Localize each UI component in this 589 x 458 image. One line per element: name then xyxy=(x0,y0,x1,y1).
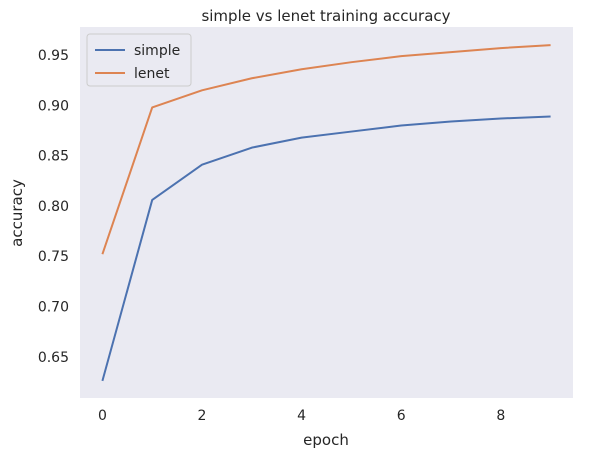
y-axis-label: accuracy xyxy=(8,179,26,247)
x-tick-label: 6 xyxy=(397,408,406,424)
x-axis-label: epoch xyxy=(303,431,349,449)
y-tick-label: 0.70 xyxy=(38,300,69,316)
x-tick-label: 0 xyxy=(98,408,107,424)
series-layer xyxy=(101,44,551,382)
x-tick-label: 4 xyxy=(297,408,306,424)
y-tick-label: 0.85 xyxy=(38,149,69,165)
y-tick-label: 0.95 xyxy=(38,48,69,64)
x-tick-label: 8 xyxy=(496,408,505,424)
series-line-simple xyxy=(101,115,551,382)
chart-title: simple vs lenet training accuracy xyxy=(201,7,450,25)
series-line-lenet xyxy=(101,44,551,255)
y-tick-labels: 0.65 0.70 0.75 0.80 0.85 0.90 0.95 xyxy=(38,48,69,366)
x-tick-labels: 0 2 4 6 8 xyxy=(98,408,505,424)
y-tick-label: 0.65 xyxy=(38,350,69,366)
plot-area xyxy=(80,27,573,398)
y-tick-label: 0.90 xyxy=(38,98,69,114)
x-tick-label: 2 xyxy=(198,408,207,424)
legend-label-simple: simple xyxy=(134,43,180,59)
y-tick-label: 0.75 xyxy=(38,249,69,265)
y-tick-label: 0.80 xyxy=(38,199,69,215)
legend: simple lenet xyxy=(86,33,192,87)
legend-label-lenet: lenet xyxy=(134,66,170,82)
